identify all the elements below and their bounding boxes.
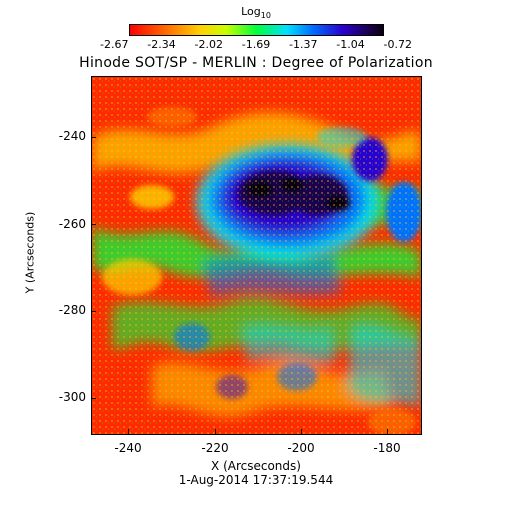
x-tick-label: -180: [373, 441, 401, 455]
x-tick-label: -240: [114, 441, 142, 455]
y-tick-label: -300: [58, 390, 86, 404]
x-tick-mark: [387, 429, 388, 434]
y-tick-mark: [91, 311, 96, 312]
colorbar-tick: -1.04: [336, 38, 365, 51]
colorbar-tick-labels: -2.67 -2.34 -2.02 -1.69 -1.37 -1.04 -0.7…: [100, 38, 412, 51]
x-tick-label: -200: [287, 441, 315, 455]
colorbar-tick: -2.02: [194, 38, 223, 51]
colorbar: [129, 24, 384, 36]
y-axis-label: Y (Arcseconds): [23, 211, 37, 294]
colorbar-tick: -0.72: [383, 38, 412, 51]
colorbar-label: Log10: [0, 5, 512, 20]
polarization-map: [91, 76, 422, 435]
colorbar-tick: -1.37: [289, 38, 318, 51]
polarization-map-image: [92, 77, 421, 434]
x-tick-mark: [128, 429, 129, 434]
colorbar-tick: -2.34: [147, 38, 176, 51]
observation-timestamp: 1-Aug-2014 17:37:19.544: [178, 473, 334, 487]
colorbar-tick: -1.69: [241, 38, 271, 51]
colorbar-label-subscript: 10: [260, 11, 271, 21]
y-tick-label: -240: [58, 129, 86, 143]
x-tick-mark: [301, 429, 302, 434]
y-tick-mark: [91, 398, 96, 399]
plot-title: Hinode SOT/SP - MERLIN : Degree of Polar…: [79, 55, 433, 71]
colorbar-tick: -2.67: [100, 38, 129, 51]
y-tick-label: -280: [58, 303, 86, 317]
colorbar-label-text: Log: [241, 5, 261, 18]
x-tick-mark: [215, 429, 216, 434]
x-tick-label: -220: [201, 441, 229, 455]
y-tick-mark: [91, 224, 96, 225]
y-tick-mark: [91, 137, 96, 138]
y-tick-label: -260: [58, 217, 86, 231]
x-axis-label: X (Arcseconds): [211, 459, 301, 473]
